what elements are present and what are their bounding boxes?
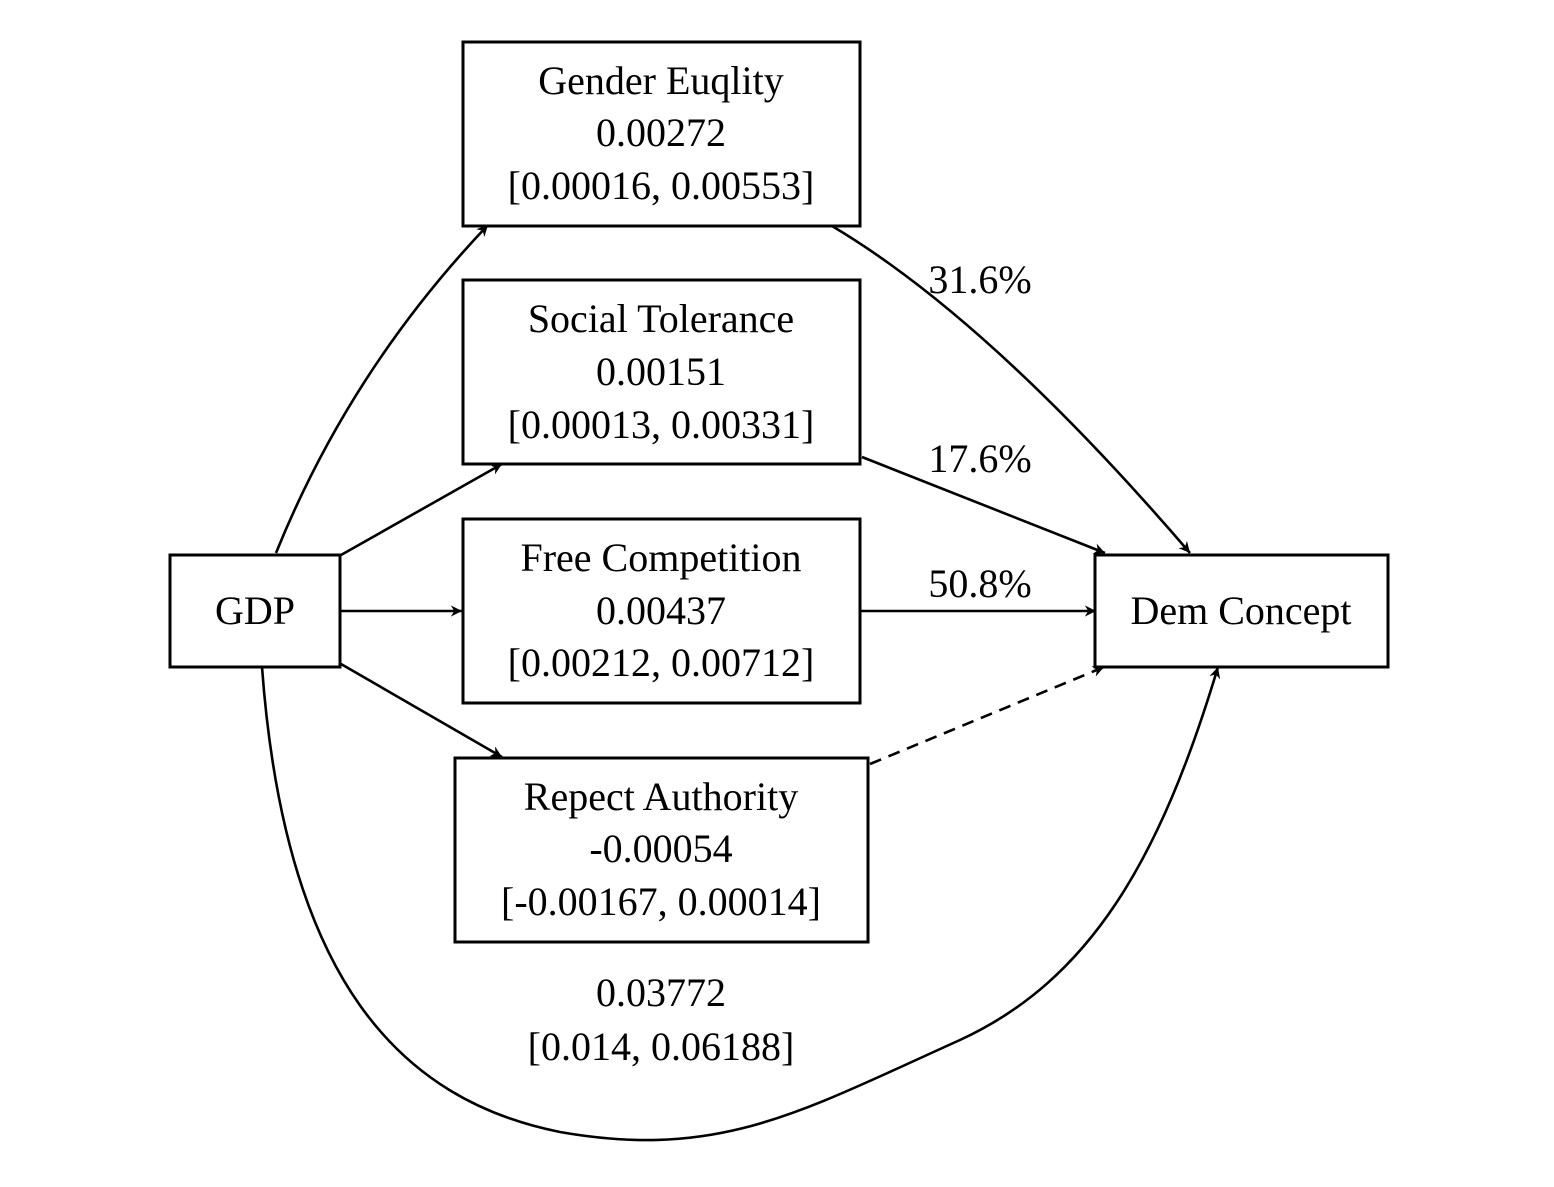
edge-respect-authority-to-dem-concept: [869, 665, 1105, 766]
direct-effect-estimate: 0.03772: [596, 970, 726, 1015]
node-respect-authority-ci: [-0.00167, 0.00014]: [501, 879, 821, 924]
node-gender-equality-label: Gender Euqlity: [538, 58, 784, 103]
node-dem-concept-label: Dem Concept: [1130, 588, 1351, 633]
node-free-competition-estimate: 0.00437: [596, 588, 726, 633]
node-gdp: GDP: [168, 553, 342, 669]
node-respect-authority: Repect Authority -0.00054 [-0.00167, 0.0…: [453, 756, 870, 944]
edge-labels: 31.6% 17.6% 50.8% 0.03772 [0.014, 0.0618…: [528, 257, 1032, 1069]
node-gdp-label: GDP: [215, 588, 295, 633]
edges: [260, 224, 1221, 1142]
node-dem-concept: Dem Concept: [1093, 553, 1390, 669]
free-competition-share-label: 50.8%: [928, 561, 1031, 606]
edge-gdp-to-dem-concept-direct: [260, 666, 1221, 1142]
edge-gdp-to-gender-equality: [274, 224, 489, 554]
node-respect-authority-label: Repect Authority: [524, 774, 798, 819]
node-respect-authority-estimate: -0.00054: [589, 826, 732, 871]
node-social-tolerance: Social Tolerance 0.00151 [0.00013, 0.003…: [461, 278, 862, 466]
edge-gdp-to-social-tolerance: [340, 462, 503, 557]
node-social-tolerance-estimate: 0.00151: [596, 349, 726, 394]
social-tolerance-share-label: 17.6%: [928, 436, 1031, 481]
node-free-competition-label: Free Competition: [520, 535, 801, 580]
node-gender-equality-estimate: 0.00272: [596, 110, 726, 155]
edge-gdp-to-respect-authority: [340, 662, 503, 759]
node-gender-equality-ci: [0.00016, 0.00553]: [508, 163, 815, 208]
edge-gender-equality-to-dem-concept: [831, 224, 1191, 554]
node-free-competition: Free Competition 0.00437 [0.00212, 0.007…: [461, 517, 862, 705]
direct-effect-ci: [0.014, 0.06188]: [528, 1024, 795, 1069]
node-social-tolerance-ci: [0.00013, 0.00331]: [508, 402, 815, 447]
node-gender-equality: Gender Euqlity 0.00272 [0.00016, 0.00553…: [461, 40, 862, 228]
gender-equality-share-label: 31.6%: [928, 257, 1031, 302]
node-free-competition-ci: [0.00212, 0.00712]: [508, 640, 815, 685]
edge-social-tolerance-to-dem-concept: [861, 455, 1106, 555]
node-social-tolerance-label: Social Tolerance: [528, 296, 794, 341]
